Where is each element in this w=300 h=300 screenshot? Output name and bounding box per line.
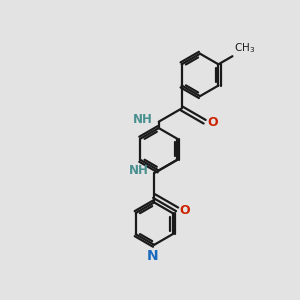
Text: O: O — [207, 116, 217, 129]
Text: CH$_3$: CH$_3$ — [234, 41, 255, 55]
Text: O: O — [179, 204, 190, 217]
Text: NH: NH — [132, 113, 152, 126]
Text: N: N — [147, 249, 158, 263]
Text: NH: NH — [128, 164, 148, 177]
